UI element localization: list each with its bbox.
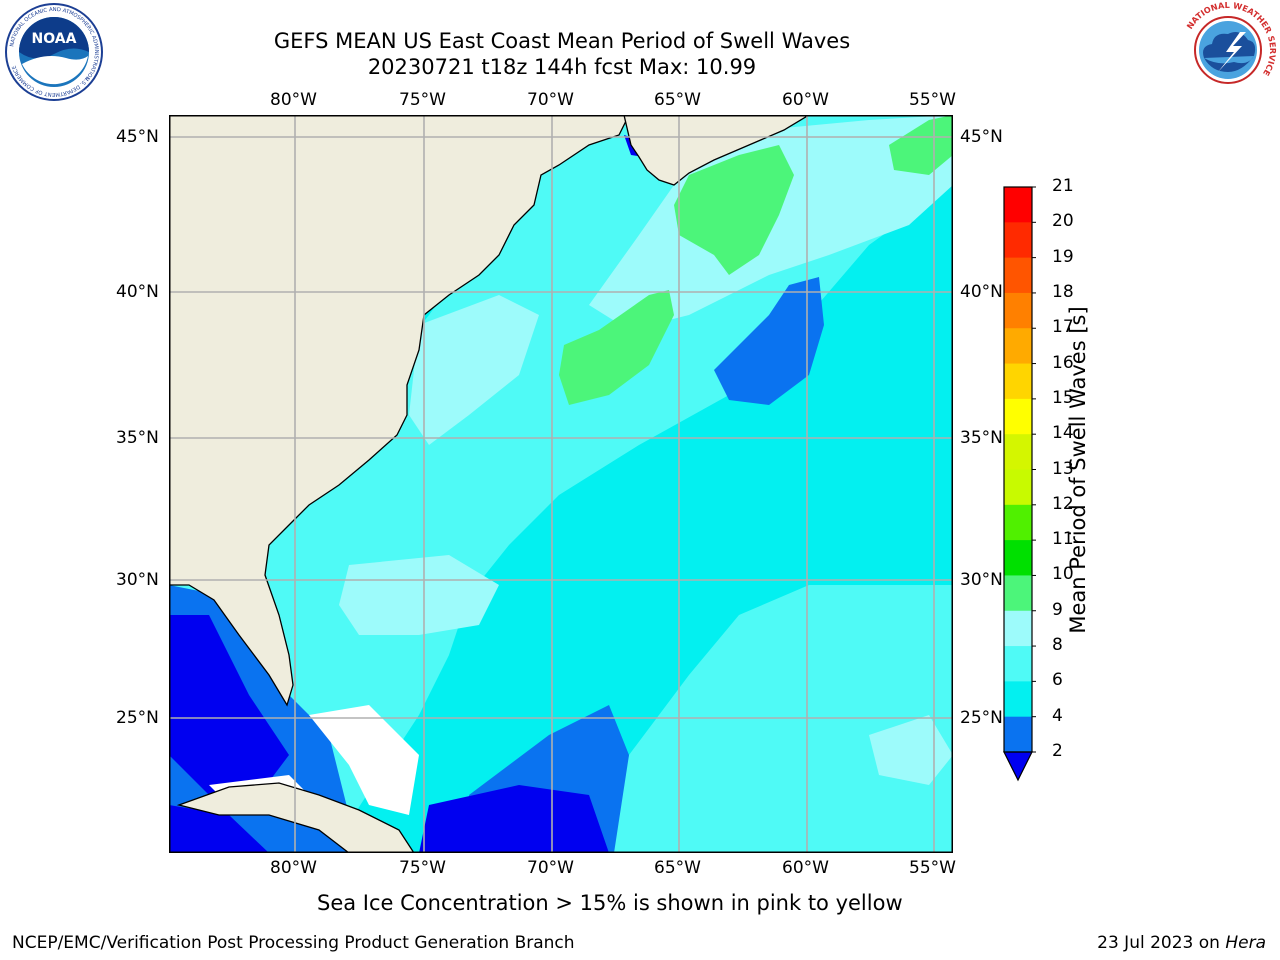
colorbar-segment	[1004, 575, 1032, 612]
nodata-bahamas	[309, 705, 419, 815]
colorbar-segment	[1004, 257, 1032, 294]
colorbar-tick-18: 18	[1052, 281, 1074, 302]
lat-label-left-25n: 25°N	[116, 708, 159, 728]
colorbar-extend-triangle	[1003, 751, 1033, 782]
footer-machine: Hera	[1225, 933, 1266, 953]
lat-label-left-40n: 40°N	[116, 282, 159, 302]
lat-label-left-45n: 45°N	[116, 127, 159, 147]
colorbar-tick-8: 8	[1052, 635, 1063, 656]
lon-label-bottom-55w: 55°W	[909, 858, 956, 878]
colorbar-tick-6: 6	[1052, 670, 1063, 691]
field-9-10-north	[674, 145, 794, 275]
colorbar-tick-12: 12	[1052, 493, 1074, 514]
colorbar-segment	[1004, 610, 1032, 647]
field-below-2-caribbean	[419, 785, 609, 853]
field-6-8-coastal	[169, 115, 953, 853]
lon-label-top-55w: 55°W	[909, 90, 956, 110]
graticule	[169, 115, 953, 853]
land-us-east-coast	[168, 114, 631, 707]
lat-label-left-35n: 35°N	[116, 428, 159, 448]
colorbar-tick-21: 21	[1052, 176, 1074, 196]
colorbar-segment	[1004, 398, 1032, 435]
colorbar-tick-13: 13	[1052, 458, 1074, 479]
noaa-logo-icon: NOAA NATIONAL OCEANIC AND ATMOSPHERIC AD…	[5, 3, 103, 101]
colorbar-segment	[1004, 434, 1032, 470]
land-maritimes	[623, 114, 812, 186]
field-below-2-gulf	[169, 615, 289, 795]
lon-label-bottom-80w: 80°W	[270, 858, 317, 878]
field-8-9-midatlantic	[409, 295, 539, 445]
colorbar-segment	[1004, 716, 1032, 753]
colorbar-segment	[1004, 292, 1032, 329]
chart-title-line1: GEFS MEAN US East Coast Mean Period of S…	[273, 29, 851, 53]
colorbar-tick-11: 11	[1052, 529, 1074, 550]
colorbar-segment	[1004, 646, 1032, 682]
lon-label-top-65w: 65°W	[654, 90, 701, 110]
colorbar-tick-9: 9	[1052, 599, 1063, 620]
field-8-9-west	[339, 555, 499, 635]
footer-date: 23 Jul 2023 on Hera	[1097, 933, 1266, 953]
colorbar-tick-2: 2	[1052, 741, 1063, 761]
lon-label-top-75w: 75°W	[399, 90, 446, 110]
colorbar-tick-17: 17	[1052, 317, 1074, 338]
field-6-8-east	[609, 585, 953, 853]
field-8-9-southeast	[869, 715, 953, 785]
colorbar-tick-20: 20	[1052, 211, 1074, 232]
colorbar-tick-16: 16	[1052, 352, 1074, 373]
colorbar-segment	[1004, 681, 1032, 718]
lon-label-bottom-75w: 75°W	[399, 858, 446, 878]
colorbar-tick-19: 19	[1052, 246, 1074, 267]
lat-label-right-35n: 35°N	[960, 428, 1003, 448]
lon-label-top-60w: 60°W	[782, 90, 829, 110]
swell-period-map	[168, 114, 953, 854]
noaa-logo-text: NOAA	[32, 31, 77, 47]
field-below-2-southwest	[169, 805, 269, 853]
colorbar-tick-10: 10	[1052, 564, 1074, 585]
lat-label-left-30n: 30°N	[116, 570, 159, 590]
map-plot-area	[168, 114, 953, 854]
colorbar-tick-15: 15	[1052, 387, 1074, 408]
footer-date-text: 23 Jul 2023 on	[1097, 933, 1226, 953]
colorbar-segment	[1004, 328, 1032, 365]
field-9-10-northeast	[889, 115, 953, 175]
land-cuba	[176, 782, 416, 854]
field-2-4-center	[714, 277, 824, 405]
colorbar-segment	[1004, 187, 1032, 223]
footer-branch: NCEP/EMC/Verification Post Processing Pr…	[12, 933, 575, 953]
lat-label-right-30n: 30°N	[960, 570, 1003, 590]
lat-label-right-45n: 45°N	[960, 127, 1003, 147]
field-9-10-center	[559, 290, 674, 405]
colorbar-segment	[1004, 504, 1032, 541]
colorbar-label: Mean Period of Swell Waves [s]	[1066, 306, 1090, 634]
map-border	[169, 115, 953, 853]
lon-label-bottom-65w: 65°W	[654, 858, 701, 878]
lon-label-bottom-60w: 60°W	[782, 858, 829, 878]
colorbar-segment	[1004, 222, 1032, 259]
colorbar	[1003, 186, 1036, 782]
sea-ice-note: Sea Ice Concentration > 15% is shown in …	[317, 891, 903, 915]
colorbar-tick-4: 4	[1052, 705, 1063, 726]
lat-label-right-40n: 40°N	[960, 282, 1003, 302]
colorbar-segment	[1004, 540, 1032, 576]
colorbar-tick-14: 14	[1052, 423, 1074, 444]
chart-title-line2: 20230721 t18z 144h fcst Max: 10.99	[367, 55, 757, 79]
colorbar-segment	[1004, 469, 1032, 506]
colorbar-segment	[1004, 363, 1032, 400]
lat-label-right-25n: 25°N	[960, 708, 1003, 728]
nws-logo-icon: NATIONAL WEATHER SERVICE	[1180, 0, 1278, 98]
lon-label-top-80w: 80°W	[270, 90, 317, 110]
lon-label-bottom-70w: 70°W	[527, 858, 574, 878]
lon-label-top-70w: 70°W	[527, 90, 574, 110]
